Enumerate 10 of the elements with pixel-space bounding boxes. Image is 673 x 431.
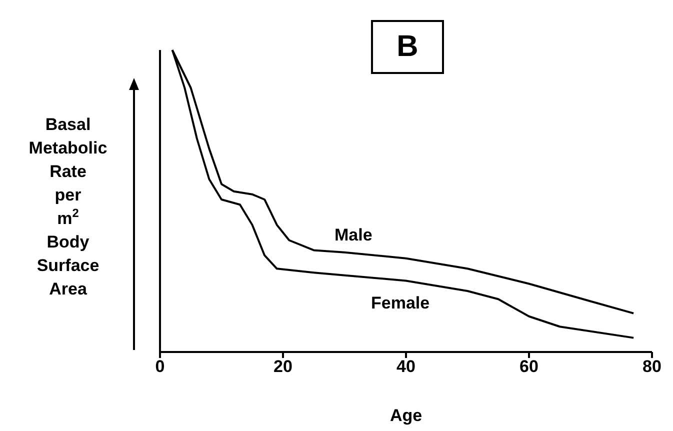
x-tick-label: 20 [274,357,292,376]
series-label: Male [334,225,372,244]
x-tick-label: 60 [520,357,538,376]
chart-title: B [371,20,444,74]
x-tick-label: 40 [396,357,416,376]
x-axis-title: Age [390,406,422,425]
x-tick-label: 0 [155,357,165,376]
x-tick-label: 80 [642,357,662,376]
series-label: Female [371,294,430,313]
text: Basal Metabolic Rate per m$^{2}$ Body Surface Area [28,115,108,298]
